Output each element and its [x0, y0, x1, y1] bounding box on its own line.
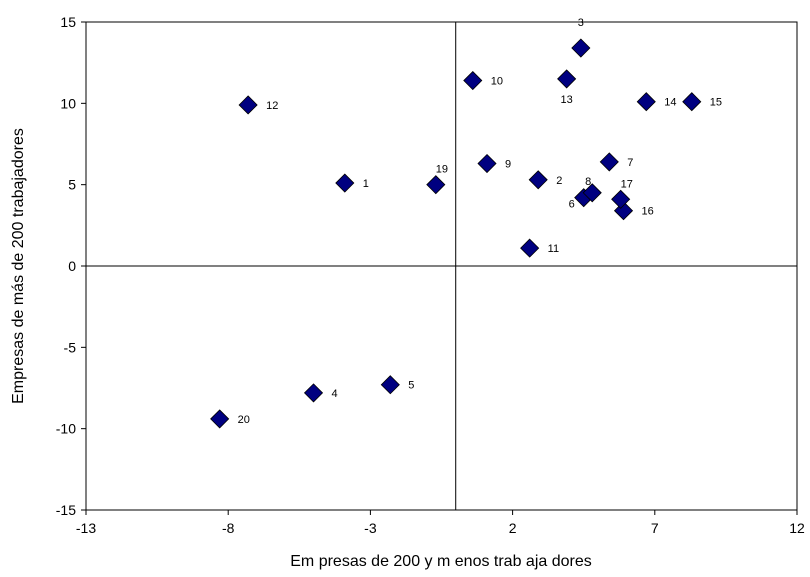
point-label: 14 [664, 97, 676, 109]
y-tick-label: 5 [68, 177, 76, 193]
y-tick-label: 15 [60, 14, 76, 30]
point-label: 16 [642, 206, 654, 218]
point-label: 19 [436, 164, 448, 176]
y-tick-label: -10 [56, 421, 76, 437]
x-tick-label: -13 [76, 520, 96, 536]
point-label: 5 [408, 380, 414, 392]
y-axis-title: Empresas de más de 200 trabajadores [10, 128, 27, 404]
point-label: 6 [569, 199, 575, 211]
y-tick-label: 10 [60, 95, 76, 111]
y-tick-label: -15 [56, 502, 76, 518]
point-label: 10 [491, 76, 503, 88]
x-tick-label: -3 [364, 520, 377, 536]
point-label: 8 [585, 176, 591, 188]
x-tick-label: 2 [509, 520, 517, 536]
point-label: 4 [332, 388, 338, 400]
point-label: 9 [505, 159, 511, 171]
y-tick-label: -5 [64, 339, 77, 355]
point-label: 3 [578, 17, 584, 29]
point-label: 13 [561, 94, 573, 106]
point-label: 12 [266, 100, 278, 112]
x-tick-label: 12 [789, 520, 805, 536]
point-label: 2 [556, 175, 562, 187]
point-label: 15 [710, 97, 722, 109]
point-label: 20 [238, 414, 250, 426]
x-axis-title: Em presas de 200 y m enos trab aja dores [290, 553, 592, 570]
point-label: 17 [621, 178, 633, 190]
point-label: 11 [548, 243, 559, 255]
x-tick-label: 7 [651, 520, 659, 536]
x-tick-label: -8 [222, 520, 235, 536]
point-label: 1 [363, 178, 369, 190]
y-tick-label: 0 [68, 258, 76, 274]
point-label: 7 [627, 157, 633, 169]
